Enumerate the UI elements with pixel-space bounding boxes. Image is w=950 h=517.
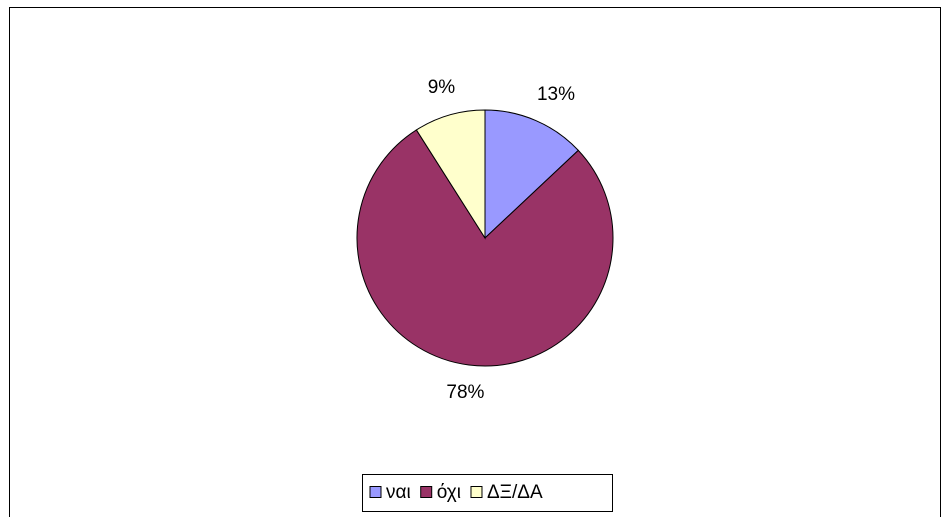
pie-slice — [356, 129, 614, 367]
legend-label: όχι — [437, 482, 461, 503]
data-label: 78% — [446, 382, 484, 403]
legend-swatch — [369, 486, 382, 498]
pie-slice — [484, 109, 580, 240]
legend-swatch — [420, 486, 433, 498]
legend-label: ΔΞ/ΔΑ — [487, 482, 543, 503]
data-label: 9% — [428, 77, 456, 98]
chart-border — [9, 7, 941, 517]
legend-swatch — [470, 486, 483, 498]
pie-slice — [415, 109, 486, 240]
data-label: 13% — [537, 84, 575, 105]
legend-box — [362, 474, 613, 512]
legend-label: ναι — [386, 482, 411, 503]
